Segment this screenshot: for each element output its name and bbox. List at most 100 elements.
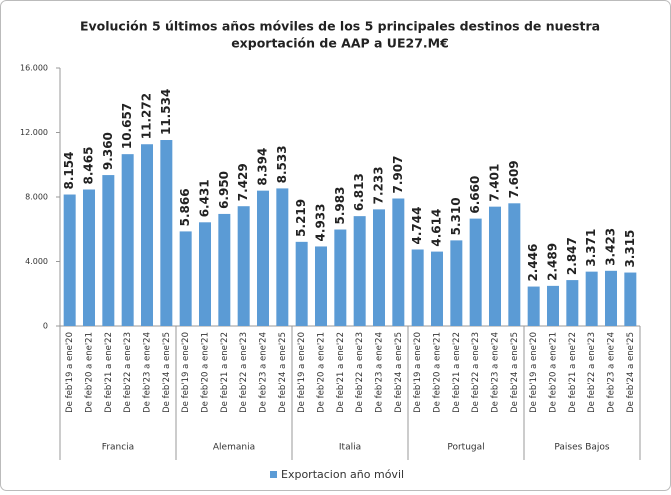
value-label: 2.489 bbox=[546, 243, 560, 281]
value-label: 5.866 bbox=[178, 188, 192, 226]
value-label: 4.744 bbox=[410, 207, 424, 245]
y-tick-label: 0 bbox=[43, 322, 48, 331]
value-label: 6.660 bbox=[468, 176, 482, 214]
value-label: 2.446 bbox=[526, 244, 540, 282]
x-tick-label: De feb'22 a ene'23 bbox=[471, 332, 481, 413]
x-tick-label: De feb'24 a ene'25 bbox=[394, 332, 404, 413]
bar bbox=[450, 240, 463, 326]
group-label: Francia bbox=[102, 443, 134, 453]
x-tick-label: De feb'23 a ene'24 bbox=[259, 332, 269, 413]
value-label: 3.371 bbox=[584, 229, 598, 267]
value-label: 5.219 bbox=[294, 199, 308, 237]
value-label: 7.233 bbox=[372, 166, 386, 204]
value-label: 2.847 bbox=[565, 237, 579, 275]
value-label: 8.533 bbox=[275, 145, 289, 183]
bar bbox=[257, 190, 269, 326]
chart-title: exportación de AAP a UE27.M€ bbox=[231, 36, 449, 51]
bar bbox=[392, 198, 405, 326]
bar bbox=[102, 175, 115, 326]
value-label: 11.272 bbox=[140, 93, 154, 139]
x-tick-label: De feb'24 a ene'25 bbox=[626, 332, 636, 413]
value-label: 3.315 bbox=[623, 230, 637, 268]
value-label: 7.609 bbox=[507, 160, 521, 198]
legend-swatch bbox=[270, 471, 277, 478]
x-tick-label: De feb'22 a ene'23 bbox=[587, 332, 597, 413]
bar bbox=[508, 203, 521, 326]
y-tick-label: 16.000 bbox=[20, 64, 48, 73]
group-label: Italia bbox=[339, 443, 361, 453]
bar bbox=[237, 206, 250, 326]
bar bbox=[373, 209, 385, 326]
x-tick-label: De feb'23 a ene'24 bbox=[491, 332, 501, 413]
bar bbox=[295, 241, 308, 326]
x-tick-label: De feb'21 a ene'22 bbox=[336, 332, 346, 413]
group-label: Portugal bbox=[447, 443, 484, 453]
x-tick-label: De feb'22 a ene'23 bbox=[239, 332, 249, 413]
bar bbox=[199, 222, 211, 326]
bar bbox=[547, 285, 559, 326]
chart-title: Evolución 5 últimos años móviles de los … bbox=[80, 19, 600, 34]
x-tick-label: De feb'24 a ene'25 bbox=[510, 332, 520, 413]
bar bbox=[411, 249, 424, 326]
bar bbox=[83, 189, 95, 326]
y-tick-label: 4.000 bbox=[25, 257, 48, 266]
value-label: 10.657 bbox=[120, 103, 134, 149]
x-tick-label: De feb'22 a ene'23 bbox=[355, 332, 365, 413]
value-label: 5.310 bbox=[449, 197, 463, 235]
bar bbox=[585, 271, 598, 326]
bar bbox=[179, 231, 192, 326]
bar bbox=[624, 272, 637, 326]
bar bbox=[353, 216, 366, 326]
x-tick-label: De feb'20 a ene'21 bbox=[85, 332, 95, 413]
value-label: 8.394 bbox=[256, 148, 270, 186]
x-tick-label: De feb'20 a ene'21 bbox=[317, 332, 327, 413]
bar bbox=[276, 188, 289, 326]
bar bbox=[489, 206, 501, 326]
value-label: 7.907 bbox=[391, 156, 405, 194]
bar bbox=[218, 213, 231, 326]
value-label: 7.401 bbox=[488, 164, 502, 202]
value-label: 8.154 bbox=[62, 152, 76, 190]
x-tick-label: De feb'24 a ene'25 bbox=[278, 332, 288, 413]
x-tick-label: De feb'23 a ene'24 bbox=[607, 332, 617, 413]
bar bbox=[605, 270, 617, 326]
bar bbox=[63, 194, 76, 326]
value-label: 9.360 bbox=[101, 132, 115, 170]
x-tick-label: De feb'21 a ene'22 bbox=[104, 332, 114, 413]
x-tick-label: De feb'19 a ene'20 bbox=[413, 332, 423, 413]
x-tick-label: De feb'24 a ene'25 bbox=[162, 332, 172, 413]
x-tick-label: De feb'21 a ene'22 bbox=[452, 332, 462, 413]
x-tick-label: De feb'22 a ene'23 bbox=[123, 332, 133, 413]
value-label: 6.431 bbox=[198, 179, 212, 217]
bar bbox=[121, 154, 134, 326]
x-tick-label: De feb'19 a ene'20 bbox=[65, 332, 75, 413]
value-label: 7.429 bbox=[236, 163, 250, 201]
group-label: Alemania bbox=[213, 443, 255, 453]
x-tick-label: De feb'19 a ene'20 bbox=[181, 332, 191, 413]
x-tick-label: De feb'20 a ene'21 bbox=[201, 332, 211, 413]
bar bbox=[334, 229, 347, 326]
value-label: 11.534 bbox=[159, 89, 173, 135]
y-tick-label: 12.000 bbox=[20, 128, 48, 137]
bar bbox=[566, 280, 579, 326]
y-tick-label: 8.000 bbox=[25, 193, 48, 202]
group-label: Paises Bajos bbox=[554, 443, 610, 453]
bar bbox=[469, 218, 482, 326]
x-tick-label: De feb'21 a ene'22 bbox=[568, 332, 578, 413]
bar bbox=[160, 140, 173, 326]
bar bbox=[431, 251, 443, 326]
legend-label: Exportacion año móvil bbox=[281, 468, 404, 481]
x-tick-label: De feb'23 a ene'24 bbox=[375, 332, 385, 413]
x-tick-label: De feb'20 a ene'21 bbox=[433, 332, 443, 413]
value-label: 3.423 bbox=[604, 228, 618, 266]
bar bbox=[315, 246, 327, 326]
value-label: 6.813 bbox=[352, 173, 366, 211]
x-tick-label: De feb'20 a ene'21 bbox=[549, 332, 559, 413]
x-tick-label: De feb'21 a ene'22 bbox=[220, 332, 230, 413]
value-label: 8.465 bbox=[82, 147, 96, 185]
x-tick-label: De feb'19 a ene'20 bbox=[529, 332, 539, 413]
bar bbox=[141, 144, 153, 326]
x-tick-label: De feb'19 a ene'20 bbox=[297, 332, 307, 413]
value-label: 4.614 bbox=[430, 209, 444, 247]
